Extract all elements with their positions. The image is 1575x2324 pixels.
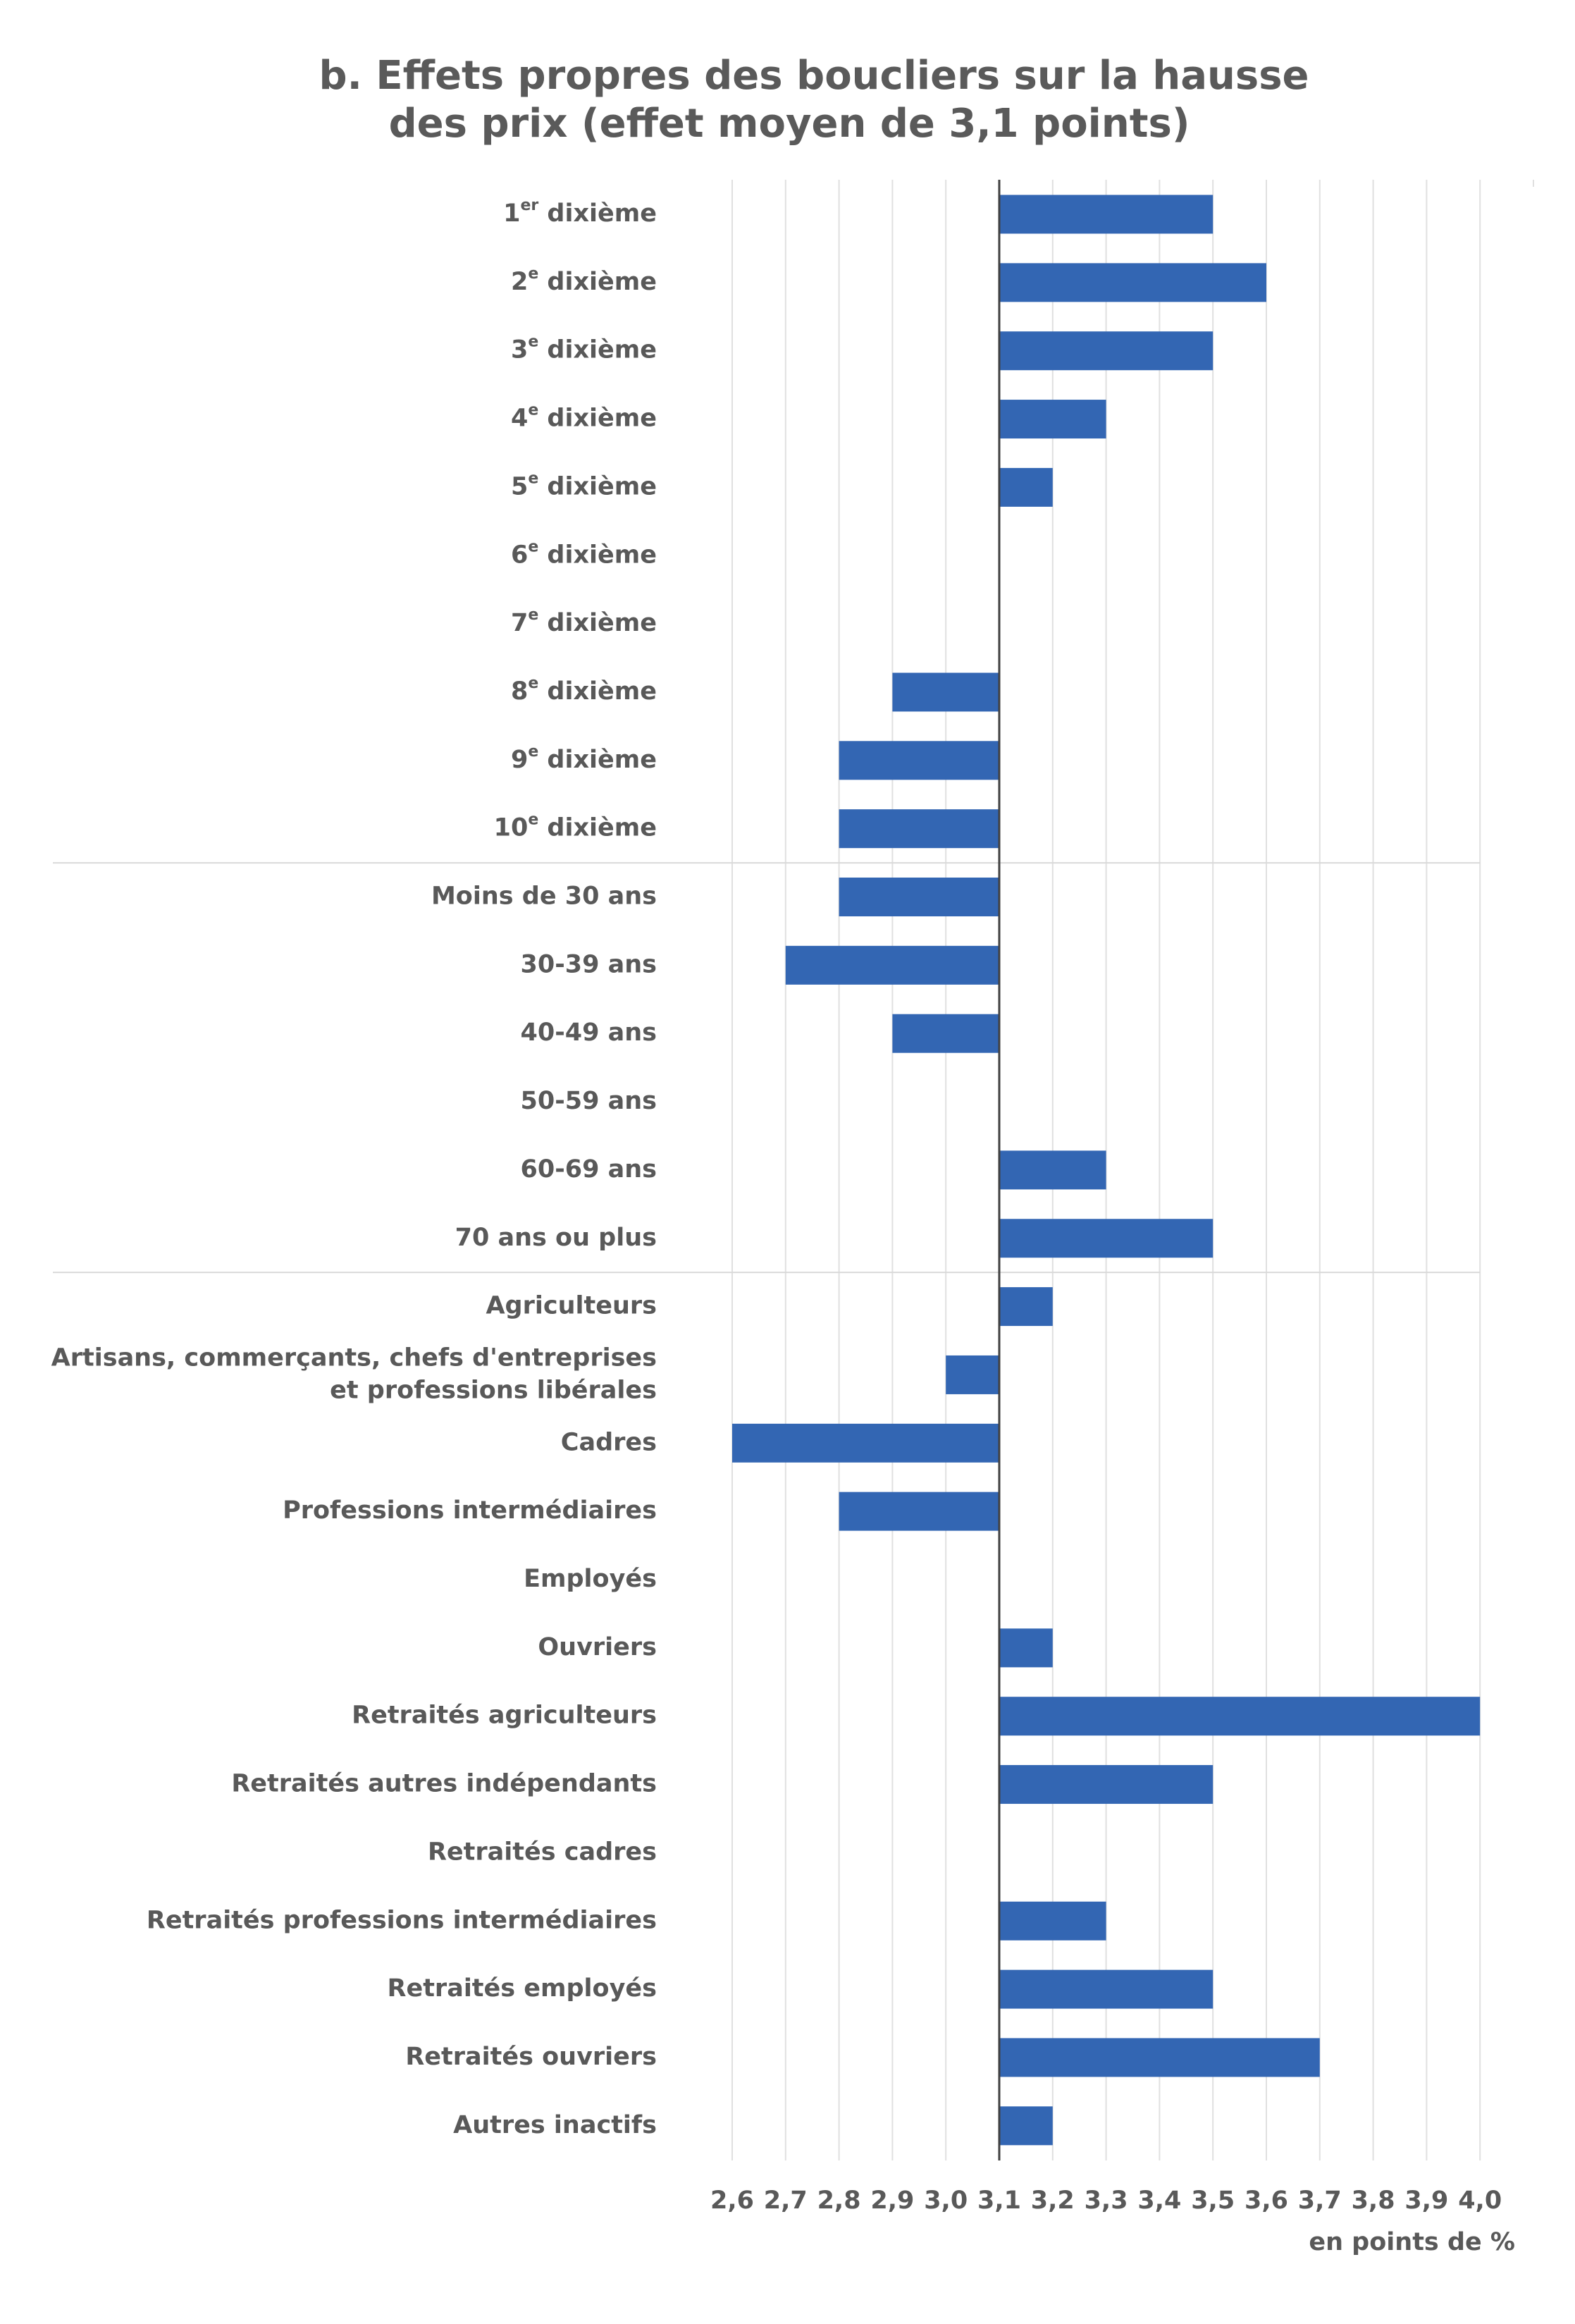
category-label: Ouvriers [538,1633,657,1661]
category-label: 30-39 ans [521,950,657,978]
bar [999,1697,1481,1736]
category-label: Retraités autres indépendants [231,1770,657,1798]
x-tick-label: 4,0 [1458,2187,1502,2215]
category-label: 6e dixième [511,538,657,569]
category-label: 8e dixième [511,675,657,706]
category-label: Retraités employés [388,1974,657,2003]
bar [892,672,999,712]
bar [999,467,1053,507]
category-label: 1er dixième [503,197,657,228]
x-tick-label: 3,4 [1137,2187,1181,2215]
category-label: 50-59 ans [521,1087,657,1115]
x-tick-label: 3,1 [977,2187,1021,2215]
x-tick-label: 3,7 [1298,2187,1342,2215]
category-label: Employés [524,1565,657,1593]
category-label: 60-69 ans [521,1155,657,1183]
x-tick-label: 2,9 [870,2187,914,2215]
category-label: 2e dixième [511,265,657,296]
category-label: 3e dixième [511,333,657,364]
bar [999,331,1213,371]
category-label: Artisans, commerçants, chefs d'entrepris… [51,1344,657,1404]
chart-title: des prix (effet moyen de 3,1 points) [389,101,1190,147]
bar [999,1969,1213,2009]
bar [946,1355,999,1394]
category-label: Retraités professions intermédiaires [147,1906,657,1934]
x-tick-label: 2,6 [710,2187,754,2215]
bar [999,1150,1106,1190]
category-label: Professions intermédiaires [283,1496,657,1525]
category-label: Agriculteurs [486,1292,657,1320]
category-label: 70 ans ou plus [455,1224,657,1252]
bar [999,1901,1106,1941]
bar [999,195,1213,234]
bar [999,2038,1320,2077]
category-label: Moins de 30 ans [431,883,657,911]
x-tick-label: 3,3 [1085,2187,1128,2215]
x-axis-label: en points de % [1309,2228,1515,2256]
bar [785,945,999,985]
x-tick-label: 2,8 [817,2187,861,2215]
bar [839,741,999,780]
bar [999,400,1106,439]
category-label: Retraités agriculteurs [352,1702,657,1730]
category-label: 7e dixième [511,606,657,637]
category-label: 10e dixième [494,811,657,842]
bar [999,1765,1213,1805]
x-tick-label: 3,6 [1244,2187,1288,2215]
bar [732,1423,999,1463]
category-label: Cadres [561,1428,657,1456]
x-tick-label: 3,2 [1031,2187,1075,2215]
bar [839,1492,999,1531]
bar [839,809,999,849]
bar [892,1014,999,1053]
category-label: 5e dixième [511,469,657,500]
x-tick-label: 3,9 [1404,2187,1448,2215]
bar [999,1287,1053,1327]
bar [999,263,1266,302]
bar [999,2106,1053,2146]
category-label: Retraités ouvriers [405,2043,657,2071]
category-label: 9e dixième [511,743,657,774]
x-tick-label: 3,5 [1191,2187,1235,2215]
bar [999,1628,1053,1668]
category-label: 4e dixième [511,402,657,433]
x-tick-label: 2,7 [764,2187,808,2215]
chart-title: b. Effets propres des boucliers sur la h… [319,53,1309,99]
bar [839,878,999,916]
category-label: Autres inactifs [453,2111,657,2139]
bar [999,1219,1213,1258]
category-label: Retraités cadres [428,1838,657,1866]
x-tick-label: 3,8 [1352,2187,1395,2215]
x-tick-label: 3,0 [924,2187,968,2215]
category-label: 40-49 ans [521,1019,657,1047]
